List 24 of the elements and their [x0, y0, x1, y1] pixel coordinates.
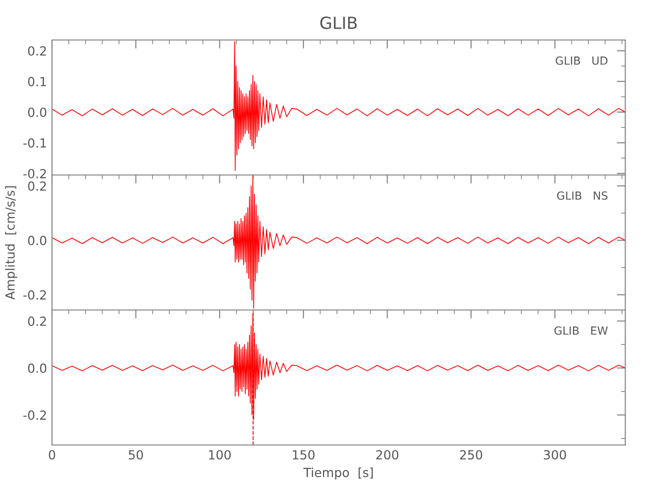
x-tick-label: 200	[376, 450, 398, 460]
y-tick-label: 0.1	[28, 76, 46, 86]
y-tick-label: 0.2	[28, 181, 46, 191]
y-tick-label: -0.2	[23, 168, 46, 178]
y-tick-label: 0.2	[28, 46, 46, 56]
y-tick-label: 0.2	[28, 316, 46, 326]
y-axis-title: Amplitud [cm/s/s]	[5, 186, 18, 300]
y-tick-label: 0.0	[28, 236, 46, 246]
y-tick-label: -0.1	[23, 138, 46, 148]
x-tick-label: 0	[48, 450, 56, 460]
annotation: GLIB EW	[554, 326, 608, 335]
chart-title: GLIB	[320, 16, 357, 30]
x-tick-label: 50	[128, 450, 143, 460]
annotation: GLIB NS	[557, 191, 608, 200]
y-tick-label: -0.2	[23, 290, 46, 300]
x-tick-label: 250	[460, 450, 482, 460]
x-axis-title: Tiempo [s]	[303, 468, 373, 480]
y-tick-label: 0.0	[28, 363, 46, 373]
annotation: GLIB UD	[556, 56, 608, 65]
x-tick-label: 300	[544, 450, 566, 460]
y-tick-label: 0.0	[28, 108, 46, 118]
x-tick-label: 150	[292, 450, 315, 460]
x-tick-label: 100	[209, 450, 231, 460]
y-tick-label: -0.2	[23, 410, 46, 420]
